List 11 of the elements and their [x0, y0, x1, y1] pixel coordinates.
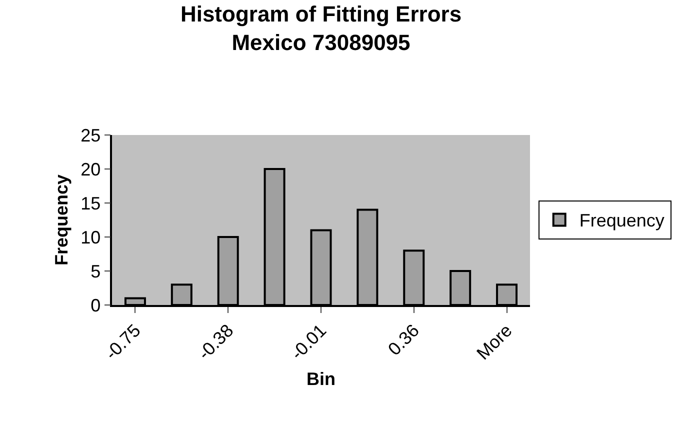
y-tick-label: 15 — [80, 193, 101, 214]
y-axis-title: Frequency — [51, 174, 72, 266]
legend-label: Frequency — [579, 210, 664, 231]
y-tick-label: 10 — [80, 227, 101, 248]
y-tick-label: 20 — [80, 159, 101, 180]
chart-title: Histogram of Fitting Errors Mexico 73089095 — [180, 1, 462, 55]
y-tick-label: 25 — [80, 125, 101, 146]
y-tick-label: 5 — [90, 261, 101, 282]
y-tick-label: 0 — [90, 295, 101, 316]
x-tick-label: 0.36 — [384, 320, 424, 360]
x-axis-title: Bin — [306, 369, 336, 390]
